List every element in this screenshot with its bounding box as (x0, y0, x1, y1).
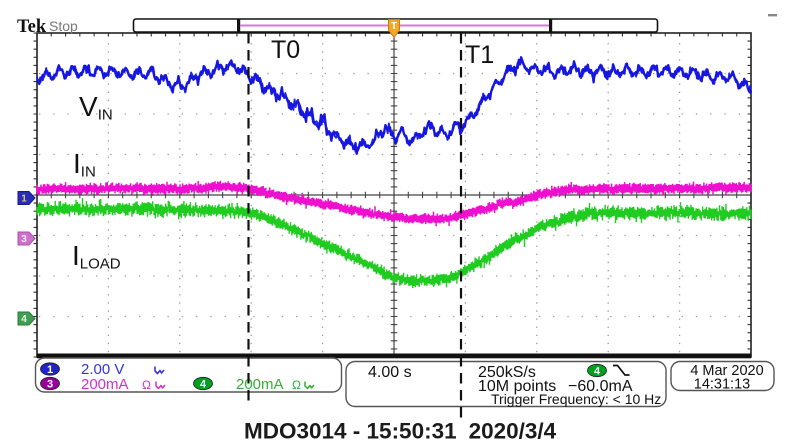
svg-text:3: 3 (21, 234, 27, 245)
svg-text:1: 1 (21, 194, 27, 205)
svg-text:200mA: 200mA (81, 376, 129, 393)
svg-text:1: 1 (47, 364, 53, 376)
svg-text:VIN: VIN (79, 91, 113, 124)
svg-text:4.00 s: 4.00 s (368, 364, 412, 381)
svg-text:14:31:13: 14:31:13 (694, 377, 750, 393)
svg-text:4: 4 (21, 314, 27, 325)
svg-text:4: 4 (200, 378, 207, 390)
svg-text:T0: T0 (271, 36, 300, 64)
svg-text:Ω: Ω (142, 378, 151, 392)
svg-text:Tek: Tek (17, 17, 47, 37)
svg-text:200mA: 200mA (236, 376, 284, 393)
svg-text:T1: T1 (465, 41, 494, 69)
svg-text:2.00 V: 2.00 V (81, 361, 124, 378)
svg-text:4 Mar 2020: 4 Mar 2020 (690, 363, 763, 379)
svg-text:−60.0mA: −60.0mA (568, 378, 633, 395)
svg-text:T: T (391, 21, 397, 32)
svg-text:Ω: Ω (292, 378, 301, 392)
svg-text:250kS/s: 250kS/s (478, 364, 536, 381)
svg-text:Stop: Stop (49, 18, 78, 34)
svg-text:10M points: 10M points (478, 378, 556, 395)
svg-text:3: 3 (47, 378, 53, 390)
svg-text:Trigger Frequency: < 10 Hz: Trigger Frequency: < 10 Hz (491, 391, 661, 407)
svg-text:4: 4 (594, 365, 601, 377)
